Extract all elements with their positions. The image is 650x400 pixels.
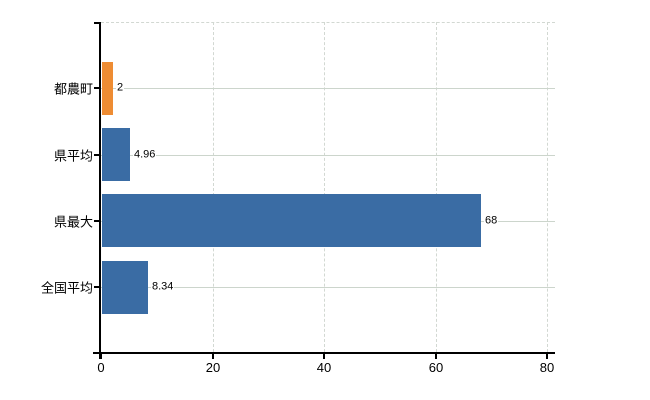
chart-bar bbox=[102, 62, 113, 115]
y-gridline bbox=[547, 22, 548, 352]
y-gridline bbox=[213, 22, 214, 352]
y-gridline bbox=[436, 22, 437, 352]
value-label: 2 bbox=[116, 81, 125, 95]
y-gridline bbox=[324, 22, 325, 352]
x-tick-mark bbox=[212, 354, 214, 359]
y-tick-mark bbox=[94, 286, 101, 288]
x-tick-label: 20 bbox=[205, 360, 221, 375]
x-tick-label: 80 bbox=[539, 360, 555, 375]
chart-bar bbox=[102, 194, 481, 247]
x-tick-label: 60 bbox=[428, 360, 444, 375]
y-tick-mark bbox=[94, 87, 101, 89]
x-tick-label: 40 bbox=[316, 360, 332, 375]
x-gridline bbox=[101, 287, 555, 288]
category-label: 全国平均 bbox=[40, 280, 93, 296]
top-gridline bbox=[101, 22, 555, 23]
x-tick-label: 0 bbox=[97, 360, 105, 375]
category-label: 県最大 bbox=[53, 214, 93, 230]
chart-bar bbox=[102, 261, 148, 314]
y-tick-mark bbox=[94, 220, 101, 222]
y-axis-top-tick bbox=[94, 22, 101, 24]
x-gridline bbox=[101, 88, 555, 89]
x-gridline bbox=[101, 155, 555, 156]
value-label: 4.96 bbox=[133, 148, 157, 162]
x-tick-mark bbox=[100, 354, 102, 359]
chart-bar bbox=[102, 128, 130, 181]
value-label: 68 bbox=[484, 214, 499, 228]
x-tick-mark bbox=[323, 354, 325, 359]
category-label: 都農町 bbox=[53, 81, 93, 97]
y-axis-line bbox=[99, 22, 101, 359]
x-tick-mark bbox=[546, 354, 548, 359]
x-axis-line bbox=[93, 352, 555, 354]
x-tick-mark bbox=[435, 354, 437, 359]
y-tick-mark bbox=[94, 154, 101, 156]
category-label: 県平均 bbox=[53, 148, 93, 164]
value-label: 8.34 bbox=[151, 280, 175, 294]
